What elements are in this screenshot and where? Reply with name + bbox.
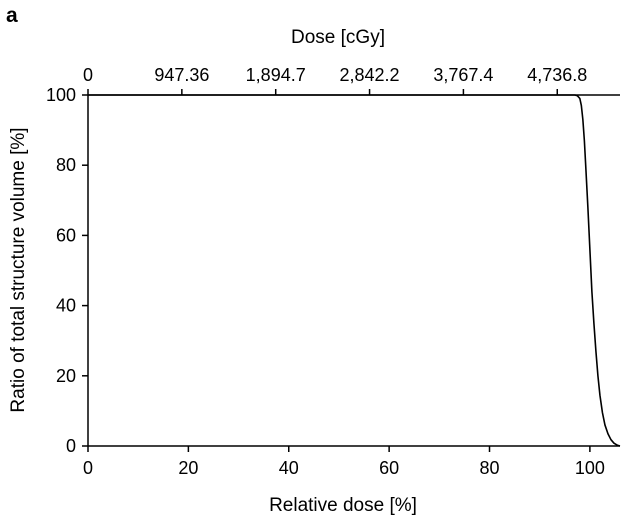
y-tick-label: 40 — [56, 296, 76, 316]
x-tick-label: 100 — [575, 458, 605, 478]
top-tick-label: 4,736.8 — [527, 65, 587, 85]
axes-group: 0 20 40 60 80 100 0 20 40 60 80 100 0 947.36 1,894.7 2,… — [46, 65, 620, 478]
x-tick-label: 40 — [279, 458, 299, 478]
series-line-0 — [88, 94, 621, 447]
y-tick-label: 80 — [56, 155, 76, 175]
y-tick-label: 20 — [56, 366, 76, 386]
top-tick-label: 3,767.4 — [433, 65, 493, 85]
top-tick-label: 947.36 — [154, 65, 209, 85]
y-axis-title: Ratio of total structure volume [%] — [8, 127, 29, 412]
x-tick-label: 0 — [83, 458, 93, 478]
top-tick-label: 2,842.2 — [340, 65, 400, 85]
plot-area — [88, 94, 621, 447]
x-tick-label: 80 — [479, 458, 499, 478]
y-tick-label: 100 — [46, 85, 76, 105]
y-tick-label: 0 — [66, 436, 76, 456]
y-tick-label: 60 — [56, 225, 76, 245]
top-tick-label: 0 — [83, 65, 93, 85]
top-tick-label: 1,894.7 — [246, 65, 306, 85]
top-axis-title: Dose [cGy] — [291, 27, 385, 48]
panel-label: a — [6, 4, 18, 27]
x-tick-label: 60 — [379, 458, 399, 478]
x-tick-label: 20 — [178, 458, 198, 478]
x-axis-title: Relative dose [%] — [269, 495, 417, 516]
